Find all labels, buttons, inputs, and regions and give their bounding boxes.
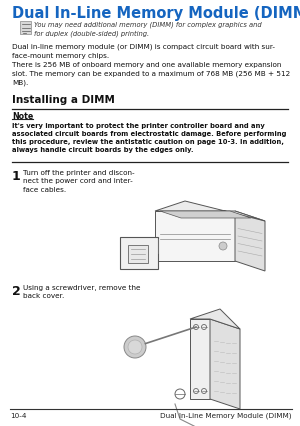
Polygon shape xyxy=(210,319,240,409)
Polygon shape xyxy=(155,201,265,222)
Text: You may need additional memory (DIMM) for complex graphics and
for duplex (doubl: You may need additional memory (DIMM) fo… xyxy=(34,21,262,37)
Polygon shape xyxy=(128,245,148,263)
Polygon shape xyxy=(190,319,210,399)
Polygon shape xyxy=(190,309,240,329)
Text: Dual in-line memory module (or DIMM) is compact circuit board with sur-
face-mou: Dual in-line memory module (or DIMM) is … xyxy=(12,44,275,59)
Text: Note: Note xyxy=(12,112,33,121)
Text: It's very important to protect the printer controller board and any
associated c: It's very important to protect the print… xyxy=(12,123,286,153)
Text: Dual In-Line Memory Module (DIMM): Dual In-Line Memory Module (DIMM) xyxy=(12,6,300,21)
Text: There is 256 MB of onboard memory and one available memory expansion
slot. The m: There is 256 MB of onboard memory and on… xyxy=(12,62,290,85)
Text: Dual In-Line Memory Module (DIMM): Dual In-Line Memory Module (DIMM) xyxy=(160,412,292,418)
Circle shape xyxy=(128,340,142,354)
Polygon shape xyxy=(20,22,31,35)
Text: Turn off the printer and discon-
nect the power cord and inter-
face cables.: Turn off the printer and discon- nect th… xyxy=(23,170,135,192)
Circle shape xyxy=(124,336,146,358)
Polygon shape xyxy=(155,211,235,262)
Text: Using a screwdriver, remove the
back cover.: Using a screwdriver, remove the back cov… xyxy=(23,284,140,299)
Text: Installing a DIMM: Installing a DIMM xyxy=(12,95,115,105)
Text: 1: 1 xyxy=(12,170,21,183)
Polygon shape xyxy=(120,237,158,269)
Circle shape xyxy=(219,242,227,250)
Polygon shape xyxy=(235,211,265,271)
Polygon shape xyxy=(160,211,251,219)
Text: 2: 2 xyxy=(12,284,21,297)
Text: 10-4: 10-4 xyxy=(10,412,26,418)
